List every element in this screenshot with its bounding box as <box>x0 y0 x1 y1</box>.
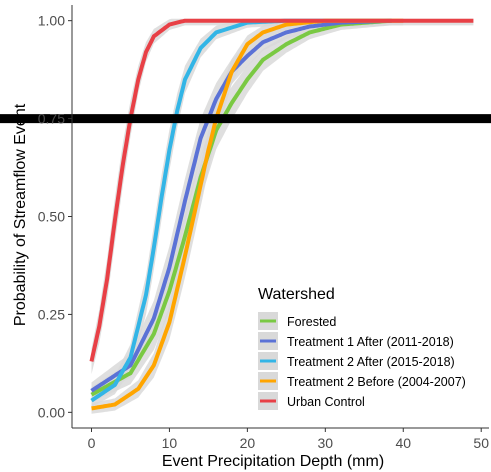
y-tick-label: 0.25 <box>38 306 65 322</box>
y-tick-label: 1.00 <box>38 13 65 29</box>
y-axis-title: Probability of Streamflow Event <box>12 103 29 326</box>
legend-label: Treatment 2 Before (2004-2007) <box>287 375 466 389</box>
legend-label: Urban Control <box>287 395 365 409</box>
legend-label: Treatment 2 After (2015-2018) <box>287 355 455 369</box>
y-tick-label: 0.50 <box>38 209 65 225</box>
y-tick-label: 0.75 <box>38 111 65 127</box>
x-tick-label: 20 <box>240 435 256 451</box>
x-tick-label: 10 <box>162 435 178 451</box>
legend-label: Treatment 1 After (2011-2018) <box>287 335 454 349</box>
legend-label: Forested <box>287 315 336 329</box>
legend-title: Watershed <box>258 286 335 303</box>
x-tick-label: 0 <box>88 435 96 451</box>
x-axis-title: Event Precipitation Depth (mm) <box>162 453 384 470</box>
x-tick-label: 50 <box>473 435 489 451</box>
x-tick-label: 40 <box>395 435 411 451</box>
y-tick-label: 0.00 <box>38 404 65 420</box>
x-tick-label: 30 <box>318 435 334 451</box>
